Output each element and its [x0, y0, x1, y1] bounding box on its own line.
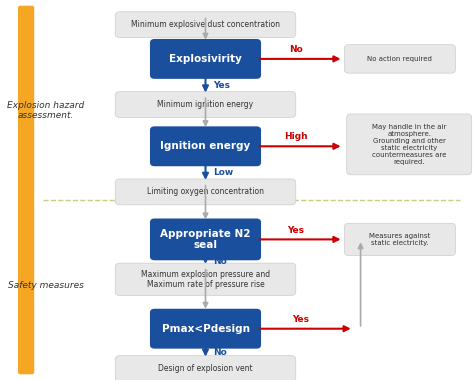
Text: Safety measures: Safety measures — [8, 280, 84, 290]
FancyBboxPatch shape — [115, 179, 296, 205]
Text: Explosivirity: Explosivirity — [169, 54, 242, 64]
FancyBboxPatch shape — [150, 39, 261, 79]
Text: Design of explosion vent: Design of explosion vent — [158, 364, 253, 373]
Text: Low: Low — [213, 168, 234, 177]
Text: Minimum explosive dust concentration: Minimum explosive dust concentration — [131, 20, 280, 29]
Text: Yes: Yes — [287, 226, 304, 234]
Text: Limiting oxygen concentration: Limiting oxygen concentration — [147, 187, 264, 196]
FancyBboxPatch shape — [115, 92, 296, 117]
Text: High: High — [284, 133, 307, 141]
FancyBboxPatch shape — [150, 309, 261, 349]
Text: Explosion hazard
assessment.: Explosion hazard assessment. — [7, 100, 84, 120]
FancyBboxPatch shape — [150, 218, 261, 260]
Text: May handle in the air
atmosphere.
Grounding and other
static electricity
counter: May handle in the air atmosphere. Ground… — [372, 124, 447, 165]
Text: Pmax<Pdesign: Pmax<Pdesign — [162, 324, 249, 334]
FancyBboxPatch shape — [115, 263, 296, 296]
Text: Measures against
static electricity.: Measures against static electricity. — [369, 233, 430, 246]
FancyBboxPatch shape — [346, 114, 472, 175]
Text: No: No — [213, 348, 227, 357]
Text: Appropriate N2
seal: Appropriate N2 seal — [160, 229, 251, 250]
FancyBboxPatch shape — [345, 223, 456, 255]
Text: No: No — [289, 45, 302, 54]
Text: No: No — [213, 257, 227, 266]
FancyBboxPatch shape — [150, 126, 261, 166]
FancyBboxPatch shape — [115, 12, 296, 38]
FancyBboxPatch shape — [345, 45, 456, 73]
Text: Minimum ignition energy: Minimum ignition energy — [157, 100, 254, 109]
FancyBboxPatch shape — [115, 356, 296, 380]
Text: Maximum explosion pressure and
Maximum rate of pressure rise: Maximum explosion pressure and Maximum r… — [141, 269, 270, 289]
FancyBboxPatch shape — [18, 6, 34, 374]
Text: No action required: No action required — [367, 56, 432, 62]
Text: Ignition energy: Ignition energy — [160, 141, 251, 151]
Text: Yes: Yes — [213, 81, 230, 90]
Text: Yes: Yes — [292, 315, 309, 324]
